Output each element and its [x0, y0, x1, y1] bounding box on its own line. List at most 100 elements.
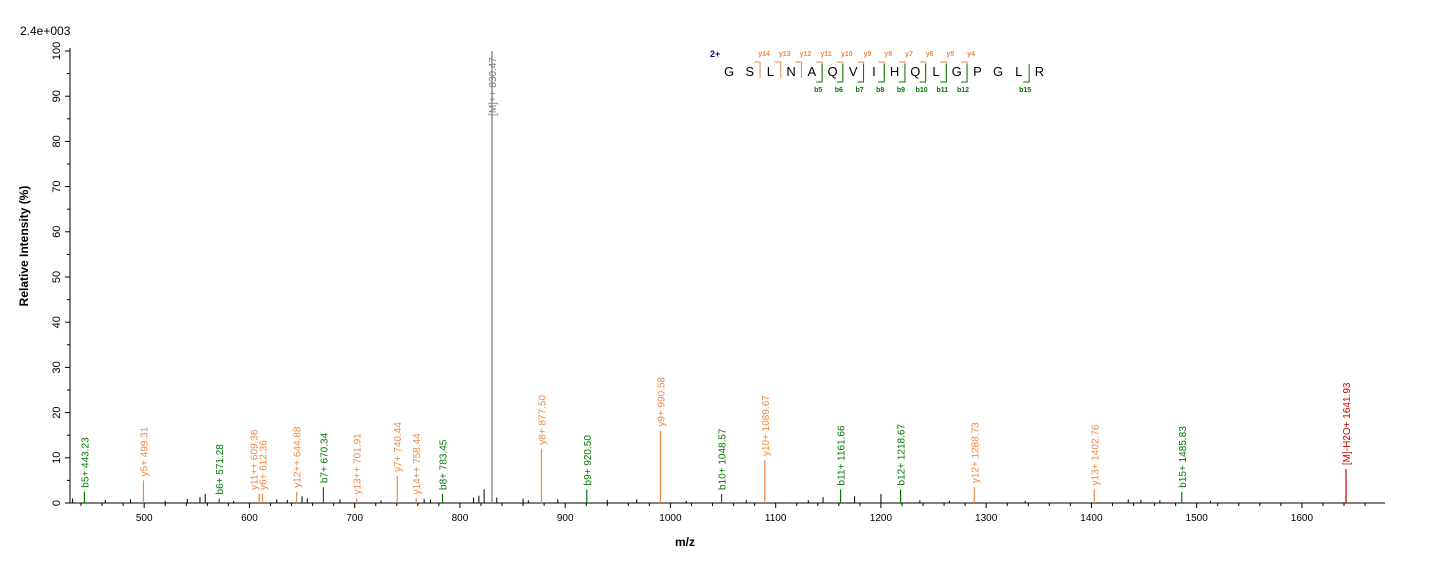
intensity-scale-label: 2.4e+003 — [20, 24, 71, 38]
b-ion-bracket — [940, 64, 947, 83]
peak-label: b12+ 1218.67 — [897, 424, 908, 486]
b-ion-bracket — [836, 64, 844, 83]
b-ion-bracket — [1023, 64, 1030, 83]
b-ion-bracket — [816, 64, 823, 83]
sequence-residue: I — [872, 64, 876, 79]
peak-label: y7+ 740.44 — [393, 422, 404, 472]
x-axis-title: m/z — [675, 535, 695, 549]
charge-state: 2+ — [710, 49, 720, 59]
b-ion-label: b15 — [1019, 87, 1031, 94]
x-tick-label: 900 — [557, 513, 574, 524]
peak-label: [M]++ 830.47 — [488, 57, 499, 116]
peak-label: b9+ 920.50 — [583, 435, 594, 486]
y-tick-label: 100 — [51, 42, 63, 60]
peak-label: b8+ 783.45 — [439, 439, 450, 490]
sequence-residue: V — [849, 64, 858, 79]
b-ion-label: b8 — [876, 87, 884, 94]
sequence-residue: A — [807, 64, 816, 79]
b-ion-label: b6 — [835, 87, 843, 94]
peak-label: b11+ 1161.66 — [837, 425, 848, 485]
peak-label: b5+ 443.23 — [80, 437, 91, 488]
y-ion-bracket — [898, 61, 906, 78]
peak-label: y6+ 612.36 — [258, 440, 269, 490]
y-ion-label: y13 — [779, 51, 791, 58]
y-tick-label: 70 — [51, 180, 63, 192]
y-tick-label: 60 — [51, 226, 63, 238]
sequence-residue: L — [767, 64, 774, 79]
y-ion-bracket — [836, 61, 844, 78]
y-ion-bracket — [940, 61, 947, 78]
sequence-residue: L — [932, 64, 939, 79]
y-tick-label: 30 — [51, 361, 63, 373]
b-ion-label: b5 — [814, 87, 822, 94]
sequence-residue: Q — [910, 64, 920, 79]
sequence-residue: R — [1035, 64, 1044, 79]
peak-label: y10+ 1089.67 — [761, 395, 772, 456]
b-ion-label: b11 — [937, 87, 949, 94]
axes: 0 10 20 30 40 50 60 70 80 90 100 500 600 700 800 900 100… — [51, 42, 1385, 524]
x-tick-label: 1600 — [1291, 513, 1314, 524]
peak-label: y14++ 758.44 — [412, 433, 423, 495]
peak-label: y13+ 1402.76 — [1090, 424, 1101, 485]
y-ion-bracket — [919, 61, 927, 78]
b-ion-bracket — [878, 64, 885, 83]
y-ion-label: y5 — [946, 51, 954, 58]
x-tick-label: 700 — [346, 513, 363, 524]
b-ion-bracket — [898, 64, 906, 83]
y-tick-label: 80 — [51, 135, 63, 147]
y-ion-label: y10 — [841, 51, 853, 58]
y-ion-label: y4 — [967, 51, 975, 58]
y-ion-label: y6 — [926, 51, 934, 58]
peak-label: b15+ 1485.83 — [1178, 426, 1189, 488]
y-axis-title: Relative Intensity (%) — [17, 186, 31, 307]
y-tick-label: 40 — [51, 316, 63, 328]
y-ion-bracket — [774, 61, 782, 78]
peak-label: y8+ 877.50 — [537, 395, 548, 445]
sequence-residue: L — [1015, 64, 1022, 79]
b-ion-label: b9 — [897, 87, 905, 94]
peak-label: y13++ 701.91 — [353, 433, 364, 495]
x-tick-label: 1400 — [1080, 513, 1103, 524]
peak-label: y12++ 644.88 — [293, 426, 304, 488]
b-ion-label: b7 — [855, 87, 863, 94]
y-ion-bracket — [961, 61, 968, 78]
y-ion-label: y7 — [905, 51, 913, 58]
sequence-residue: S — [745, 64, 754, 79]
y-tick-label: 10 — [51, 452, 63, 464]
sequence-residue: G — [993, 64, 1003, 79]
sequence-residue: H — [890, 64, 899, 79]
x-tick-label: 1500 — [1186, 513, 1209, 524]
x-tick-label: 1300 — [975, 513, 998, 524]
y-ion-label: y8 — [884, 51, 892, 58]
sequence-residue: P — [973, 64, 982, 79]
y-ion-bracket — [754, 61, 761, 78]
y-ion-bracket — [878, 61, 885, 78]
x-tick-label: 1200 — [870, 513, 893, 524]
y-tick-label: 0 — [51, 500, 63, 506]
sequence-residue: N — [786, 64, 795, 79]
x-tick-label: 800 — [452, 513, 469, 524]
b-ion-label: b10 — [916, 87, 928, 94]
sequence-residue: G — [952, 64, 962, 79]
peak-label: y5+ 499.31 — [139, 426, 150, 476]
peak-label: b6+ 571.28 — [215, 444, 226, 495]
peak-label: y9+ 990.58 — [657, 376, 668, 426]
sequence-residue: G — [724, 64, 734, 79]
peak-label: [M]-H2O+ 1641.93 — [1342, 382, 1353, 465]
y-tick-label: 50 — [51, 271, 63, 283]
y-ion-label: y12 — [800, 51, 812, 58]
y-ion-label: y9 — [864, 51, 872, 58]
peak-label: y12+ 1288.73 — [970, 422, 981, 483]
y-ion-label: y11 — [821, 51, 832, 58]
x-tick-label: 1000 — [659, 513, 682, 524]
x-tick-label: 1100 — [765, 513, 787, 524]
x-tick-label: 500 — [136, 513, 153, 524]
peak-label: b7+ 670.34 — [319, 432, 330, 483]
b-ion-bracket — [961, 64, 968, 83]
y-ion-label: y14 — [758, 51, 770, 58]
peak-label: y11++ 609.36 — [249, 429, 260, 490]
y-ion-bracket — [795, 61, 802, 78]
y-ion-bracket — [816, 61, 823, 78]
